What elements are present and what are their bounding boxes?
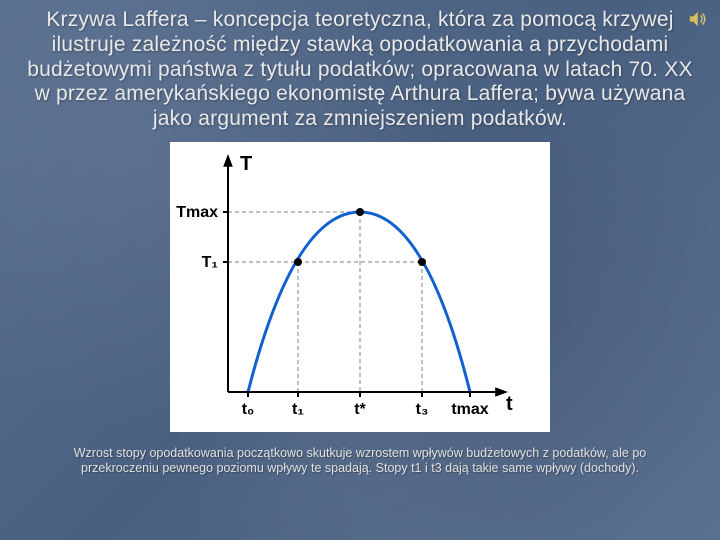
slide-title: Krzywa Laffera – koncepcja teoretyczna, … [12, 8, 708, 132]
slide-content: Krzywa Laffera – koncepcja teoretyczna, … [0, 0, 720, 540]
svg-text:tmax: tmax [451, 401, 488, 418]
svg-text:t*: t* [354, 401, 366, 418]
svg-text:t: t [506, 393, 513, 415]
svg-text:t₀: t₀ [242, 401, 255, 418]
svg-text:T: T [240, 153, 252, 175]
svg-text:T₁: T₁ [202, 254, 219, 271]
laffer-chart: Tt Tmax T₁ t₀ t₁ t* t₃ tmax [170, 142, 550, 432]
svg-text:Tmax: Tmax [176, 204, 218, 221]
sound-icon [686, 8, 708, 30]
svg-text:t₃: t₃ [416, 401, 429, 418]
svg-text:t₁: t₁ [292, 401, 304, 418]
slide-caption: Wzrost stopy opodatkowania początkowo sk… [12, 446, 708, 477]
